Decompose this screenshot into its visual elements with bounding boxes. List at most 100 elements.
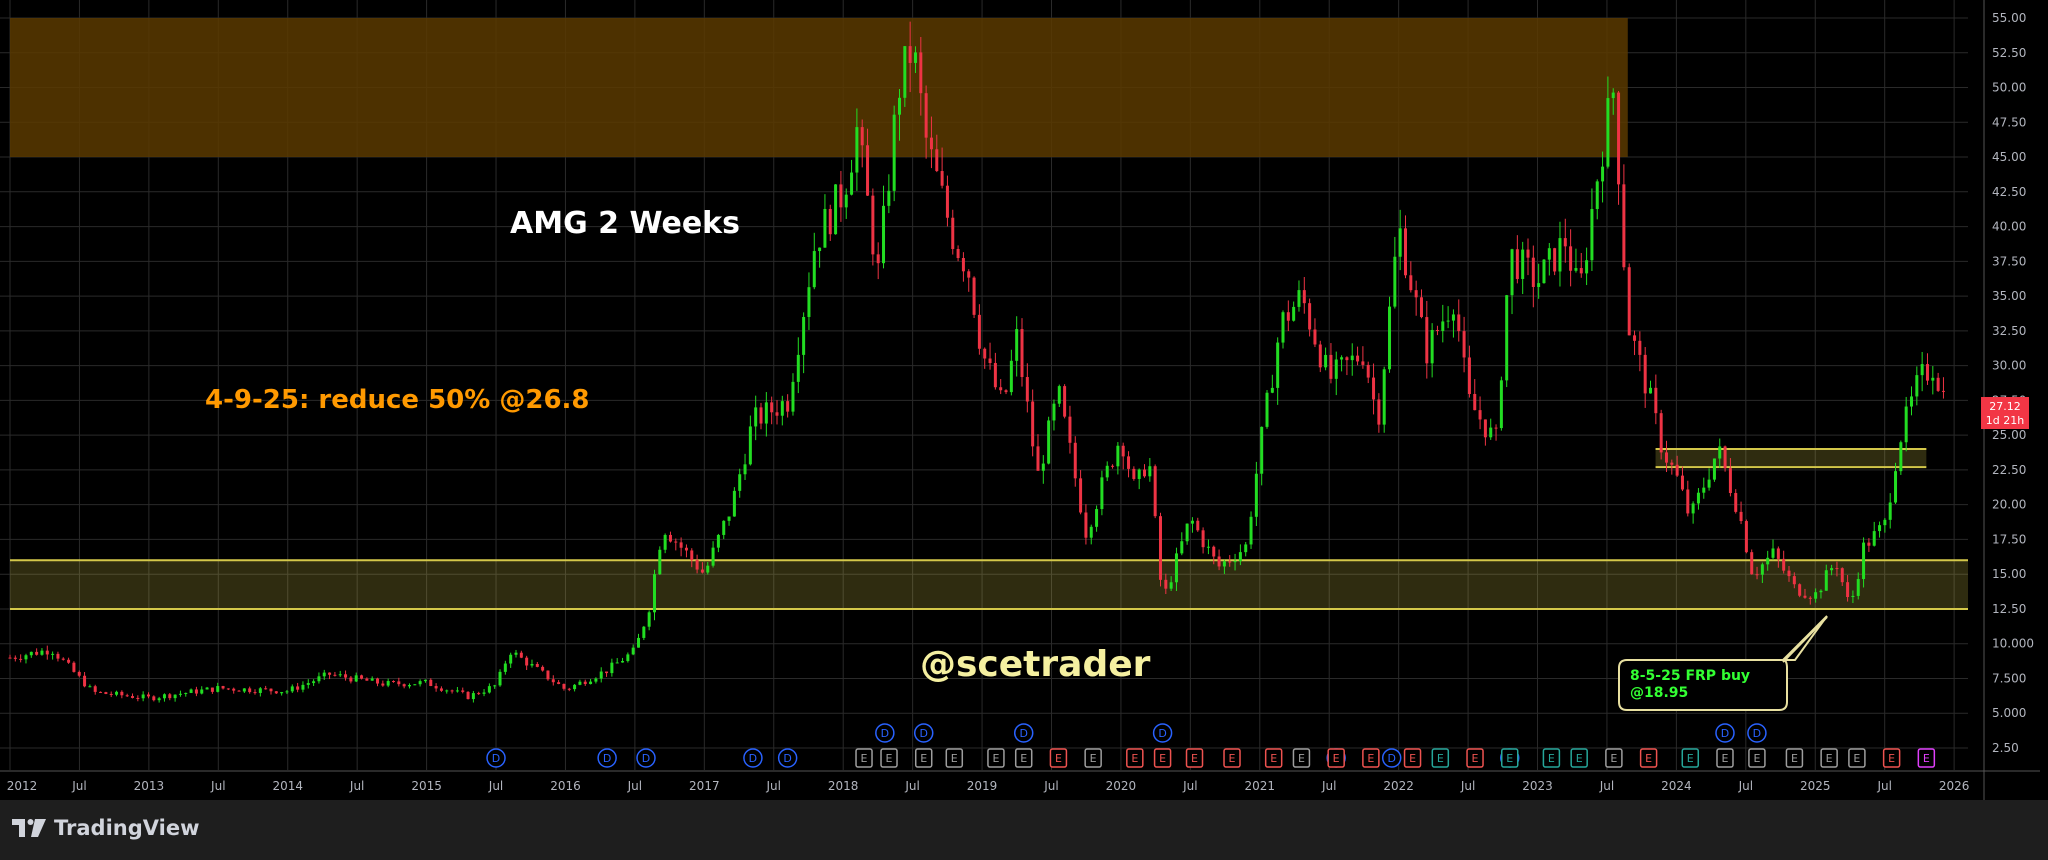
dividend-marker[interactable]: D — [597, 748, 617, 768]
candle-body — [1766, 557, 1770, 565]
earnings-marker[interactable]: E — [1153, 748, 1172, 768]
dividend-marker[interactable]: D — [1152, 723, 1173, 743]
dividend-marker[interactable]: D — [1747, 723, 1767, 743]
candle-body — [56, 653, 60, 659]
x-tick-label: Jul — [1876, 779, 1891, 793]
earnings-marker[interactable]: E — [1639, 748, 1658, 768]
x-tick-label: Jul — [1738, 779, 1753, 793]
earnings-marker[interactable]: E — [1748, 748, 1766, 768]
earnings-marker[interactable]: E — [1327, 748, 1345, 768]
earnings-marker-box — [1882, 748, 1901, 768]
earnings-marker[interactable]: E — [855, 748, 873, 768]
candle-body — [1302, 290, 1306, 304]
candle-body — [1808, 597, 1812, 599]
candle-body — [178, 693, 182, 695]
dividend-marker[interactable]: D — [1715, 723, 1735, 743]
candle-body — [264, 688, 268, 690]
dividend-marker[interactable]: D — [875, 723, 895, 743]
earnings-marker[interactable]: E — [1570, 748, 1588, 768]
earnings-marker[interactable]: E — [1049, 748, 1068, 768]
y-tick-label: 22.50 — [1992, 463, 2026, 477]
candle-body — [1601, 166, 1605, 182]
candle-body — [583, 681, 587, 685]
dividend-marker[interactable]: D — [743, 748, 763, 768]
earnings-marker[interactable]: E — [1716, 748, 1734, 768]
candle-body — [1105, 465, 1109, 478]
earnings-marker[interactable]: E — [1820, 748, 1838, 768]
dividend-marker[interactable]: D — [913, 723, 934, 743]
candle-body — [93, 686, 97, 692]
earnings-marker[interactable]: E — [1848, 748, 1866, 768]
earnings-marker[interactable]: E — [1500, 748, 1519, 768]
earnings-marker[interactable]: E — [1466, 748, 1484, 768]
candle-body — [1579, 268, 1583, 274]
tradingview-brand[interactable]: TradingView — [12, 816, 199, 840]
candle-body — [1398, 228, 1402, 257]
candle-body — [1350, 355, 1354, 361]
candle-body — [866, 145, 870, 196]
candle-body — [1073, 442, 1077, 479]
y-tick-label: 32.50 — [1992, 324, 2026, 338]
dividend-marker-circle — [1715, 723, 1735, 743]
dividend-marker[interactable]: D — [1013, 723, 1034, 743]
earnings-marker[interactable]: E — [1605, 748, 1623, 768]
earnings-marker[interactable]: E — [1185, 748, 1204, 768]
earnings-marker[interactable]: E — [1014, 748, 1033, 768]
candle-body — [1292, 306, 1296, 321]
earnings-marker[interactable]: E — [1084, 748, 1102, 768]
earnings-marker[interactable]: E — [1542, 748, 1561, 768]
earnings-marker[interactable]: E — [945, 748, 964, 768]
candle-body — [1563, 238, 1567, 247]
candle-body — [1664, 452, 1668, 463]
candle-body — [802, 316, 806, 355]
candle-body — [397, 681, 401, 685]
earnings-marker[interactable]: E — [880, 748, 898, 768]
candle-body — [1830, 568, 1834, 571]
earnings-marker[interactable]: E — [1917, 748, 1936, 768]
candle-body — [1185, 523, 1189, 542]
candle-body — [1041, 463, 1045, 471]
earnings-marker[interactable]: E — [987, 748, 1005, 768]
candle-body — [1499, 380, 1503, 429]
dividend-marker[interactable]: D — [777, 748, 798, 768]
earnings-marker[interactable]: E — [1431, 748, 1450, 768]
candle-body — [466, 691, 470, 700]
x-tick-label: Jul — [71, 779, 86, 793]
resistance-zone — [10, 18, 1628, 158]
candle-body — [1750, 552, 1754, 575]
trade-note: 4-9-25: reduce 50% @26.8 — [205, 385, 590, 415]
candle-body — [1595, 181, 1599, 210]
earnings-marker[interactable]: E — [1882, 748, 1901, 768]
candle-body — [461, 690, 465, 692]
earnings-marker[interactable]: E — [1362, 748, 1380, 768]
price-chart[interactable]: DDDDDDDDDDDDDDEEEEEEEEEEEEEEEEEEEEEEEEEE… — [0, 0, 2048, 800]
candle-body — [402, 684, 406, 687]
candle-body — [1744, 521, 1748, 553]
candle-body — [1691, 503, 1695, 514]
earnings-marker-box — [1748, 748, 1766, 768]
candle-body — [1254, 473, 1258, 517]
earnings-marker[interactable]: E — [1292, 748, 1311, 768]
earnings-marker-box — [1848, 748, 1866, 768]
candle-body — [429, 679, 433, 687]
candle-body — [999, 387, 1003, 391]
earnings-marker[interactable]: E — [1403, 748, 1422, 768]
earnings-marker[interactable]: E — [1785, 748, 1804, 768]
earnings-marker[interactable]: E — [1681, 748, 1700, 768]
callout[interactable]: 8-5-25 FRP buy @18.95 — [1618, 615, 1828, 711]
candle-body — [887, 190, 891, 206]
dividend-marker[interactable]: D — [486, 748, 506, 768]
candle-body — [365, 678, 369, 681]
earnings-marker[interactable]: E — [1264, 748, 1283, 768]
dividend-marker[interactable]: D — [636, 748, 656, 768]
dividend-marker[interactable]: D — [1381, 748, 1402, 768]
earnings-marker[interactable]: E — [1223, 748, 1241, 768]
earnings-marker[interactable]: E — [914, 748, 933, 768]
candle-body — [109, 693, 113, 695]
y-tick-label: 50.00 — [1992, 81, 2026, 95]
candle-body — [445, 690, 449, 692]
candle-body — [1435, 329, 1439, 331]
candle-body — [700, 569, 704, 573]
candle-body — [1925, 364, 1929, 381]
earnings-marker[interactable]: E — [1126, 748, 1144, 768]
